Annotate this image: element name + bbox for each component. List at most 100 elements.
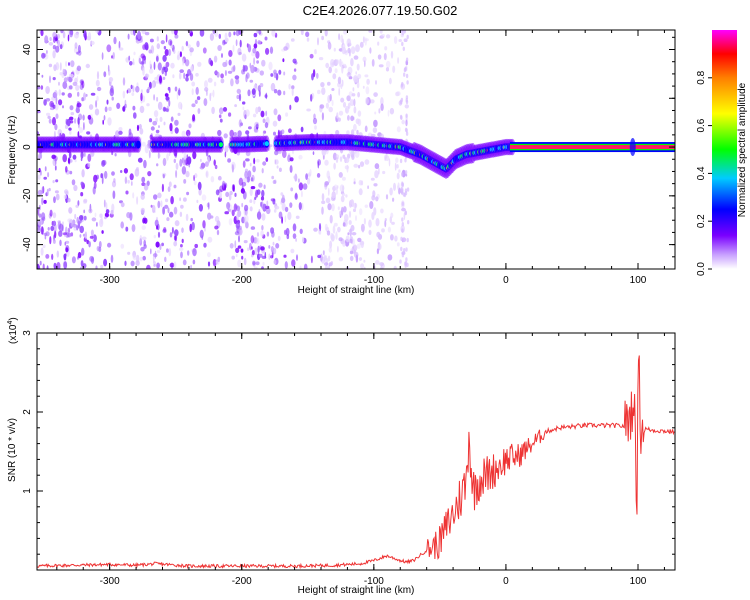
noise-speck <box>294 193 298 200</box>
noise-speck <box>169 211 174 218</box>
noise-speck <box>149 60 152 67</box>
noise-speck <box>341 79 344 87</box>
noise-speck <box>120 170 123 173</box>
noise-speck <box>110 85 114 93</box>
noise-speck <box>342 63 347 67</box>
noise-speck <box>353 76 359 83</box>
noise-speck <box>345 108 348 114</box>
noise-speck <box>285 227 290 236</box>
noise-speck <box>354 150 360 158</box>
snr-y-label: SNR (10 * v/v) <box>7 418 18 482</box>
noise-speck <box>89 235 94 239</box>
noise-speck <box>214 215 220 223</box>
noise-speck <box>253 57 256 65</box>
noise-speck <box>341 65 344 74</box>
noise-speck <box>158 153 161 158</box>
noise-speck <box>40 30 44 37</box>
noise-speck <box>360 263 365 269</box>
noise-speck <box>130 84 133 90</box>
noise-speck <box>401 182 404 187</box>
noise-speck <box>220 73 224 79</box>
noise-speck <box>196 199 199 204</box>
noise-speck <box>331 191 336 199</box>
noise-speck <box>39 260 42 266</box>
noise-speck <box>139 128 144 135</box>
noise-speck <box>247 170 252 179</box>
noise-speck <box>62 68 65 74</box>
noise-speck <box>231 209 235 217</box>
noise-speck <box>132 58 135 65</box>
noise-speck <box>385 60 391 68</box>
noise-speck <box>404 263 407 268</box>
noise-speck <box>224 184 227 191</box>
noise-speck <box>244 168 249 173</box>
noise-speck <box>90 92 96 96</box>
noise-speck <box>67 92 73 98</box>
noise-speck <box>179 197 182 202</box>
noise-speck <box>179 158 183 167</box>
noise-speck <box>63 77 68 83</box>
noise-speck <box>95 30 100 33</box>
noise-speck <box>273 131 276 136</box>
noise-speck <box>375 260 380 265</box>
snr-plot-area <box>37 333 675 570</box>
noise-speck <box>199 229 204 239</box>
noise-speck <box>113 36 117 45</box>
noise-speck <box>340 34 344 43</box>
noise-speck <box>373 92 378 97</box>
noise-speck <box>76 216 79 224</box>
noise-speck <box>190 65 194 72</box>
noise-speck <box>165 198 169 203</box>
noise-speck <box>249 206 253 212</box>
noise-speck <box>378 64 384 68</box>
noise-speck <box>149 38 154 43</box>
noise-speck <box>389 77 392 85</box>
noise-speck <box>61 73 65 78</box>
noise-speck <box>38 153 42 161</box>
noise-speck <box>37 207 40 216</box>
noise-speck <box>112 52 115 60</box>
noise-speck <box>332 152 337 161</box>
noise-speck <box>148 49 153 54</box>
noise-speck <box>173 240 178 247</box>
noise-speck <box>125 190 129 195</box>
noise-speck <box>148 118 153 123</box>
noise-speck <box>157 101 163 111</box>
noise-speck <box>384 154 387 162</box>
noise-speck <box>77 44 81 54</box>
noise-speck <box>333 47 336 52</box>
noise-speck <box>338 256 344 262</box>
noise-speck <box>209 92 212 102</box>
noise-speck <box>162 76 166 80</box>
noise-speck <box>384 218 387 222</box>
noise-speck <box>77 251 82 259</box>
noise-speck <box>274 159 277 165</box>
noise-speck <box>260 196 265 201</box>
noise-speck <box>314 125 317 130</box>
noise-speck <box>168 39 173 46</box>
noise-speck <box>96 71 100 80</box>
noise-speck <box>401 217 404 222</box>
noise-speck <box>255 123 259 130</box>
noise-speck <box>100 173 103 179</box>
noise-speck <box>401 172 404 177</box>
noise-speck <box>37 131 40 136</box>
noise-speck <box>52 212 57 219</box>
noise-speck <box>333 222 338 227</box>
noise-speck <box>280 192 284 196</box>
noise-speck <box>405 73 409 79</box>
noise-speck <box>118 127 123 132</box>
spec-ytick-label: -20 <box>22 188 33 203</box>
noise-speck <box>58 81 60 86</box>
noise-speck <box>328 175 331 183</box>
noise-speck <box>255 107 259 115</box>
noise-speck <box>270 82 276 92</box>
noise-speck <box>62 221 64 225</box>
noise-speck <box>295 238 297 242</box>
noise-speck <box>54 123 58 131</box>
noise-speck <box>65 247 69 253</box>
noise-speck <box>312 117 318 125</box>
noise-speck <box>137 30 141 40</box>
noise-speck <box>277 150 282 154</box>
noise-speck <box>156 163 159 167</box>
